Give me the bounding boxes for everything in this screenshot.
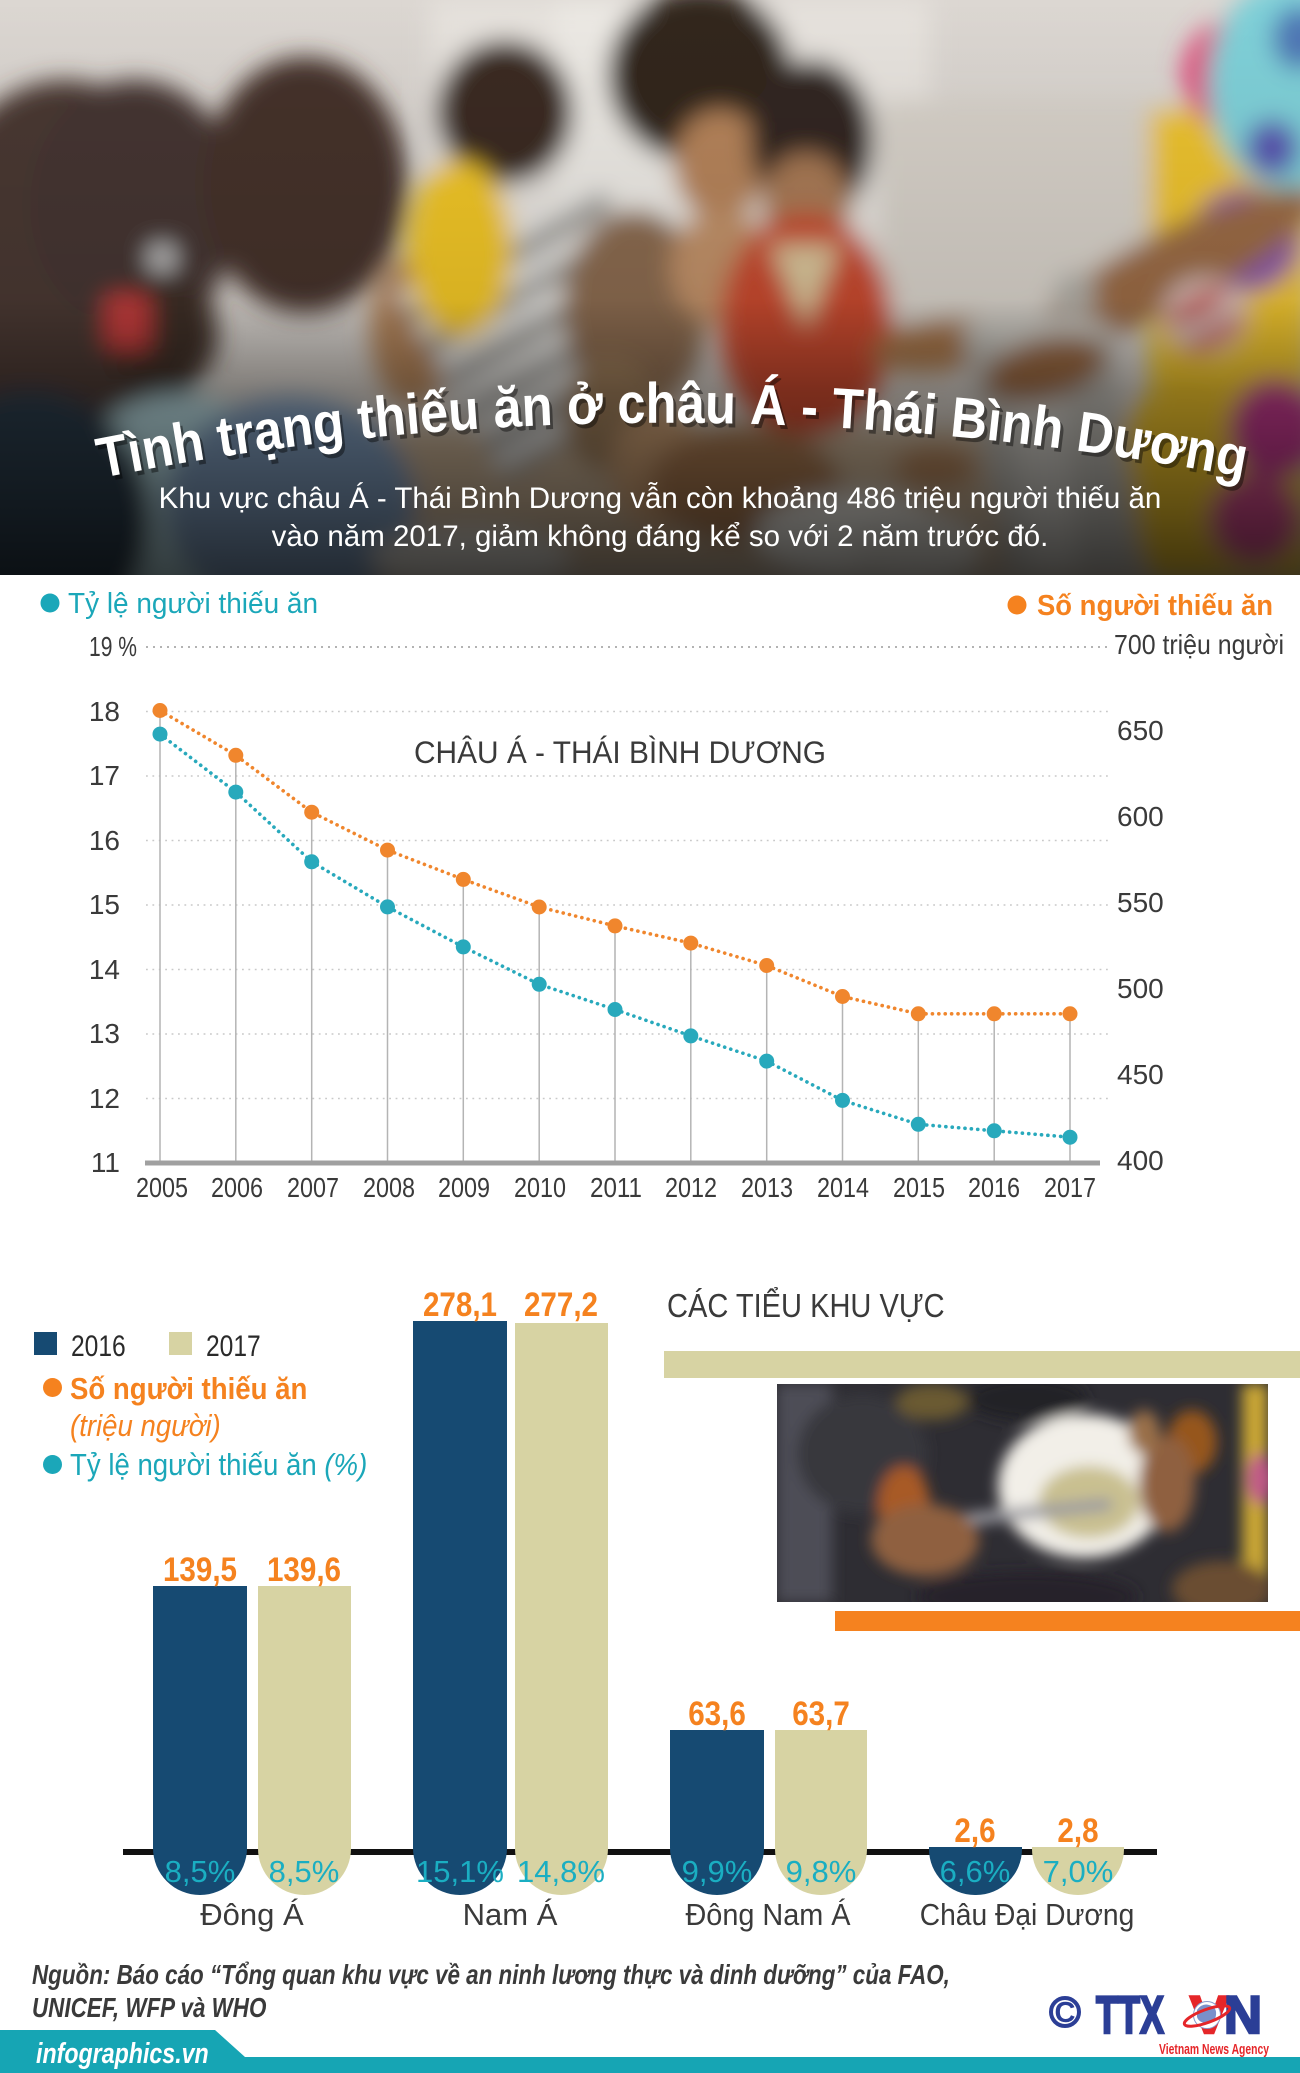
svg-text:2010: 2010	[514, 1172, 566, 1203]
svg-text:Khu vực châu Á - Thái Bình Dươ: Khu vực châu Á - Thái Bình Dương vẫn còn…	[159, 482, 1162, 515]
svg-text:Vietnam News Agency: Vietnam News Agency	[1159, 2042, 1269, 2058]
svg-text:2005: 2005	[136, 1172, 188, 1203]
svg-text:2013: 2013	[741, 1172, 793, 1203]
svg-text:N: N	[1224, 1986, 1262, 2045]
svg-text:TTX: TTX	[1096, 1986, 1164, 2045]
svg-text:17: 17	[89, 760, 120, 791]
svg-text:400: 400	[1117, 1145, 1164, 1176]
svg-text:14: 14	[89, 954, 120, 985]
svg-text:700 triệu người: 700 triệu người	[1114, 629, 1284, 660]
svg-text:650: 650	[1117, 715, 1164, 746]
svg-text:12: 12	[89, 1083, 120, 1114]
svg-text:2015: 2015	[893, 1172, 945, 1203]
svg-text:CHÂU Á - THÁI BÌNH DƯƠNG: CHÂU Á - THÁI BÌNH DƯƠNG	[414, 734, 826, 770]
svg-text:18: 18	[89, 696, 120, 727]
svg-text:11: 11	[91, 1147, 120, 1178]
svg-text:15: 15	[89, 889, 120, 920]
svg-text:2017: 2017	[1044, 1172, 1096, 1203]
svg-text:vào năm 2017, giảm không đáng: vào năm 2017, giảm không đáng kể so với …	[272, 520, 1049, 553]
svg-text:13: 13	[89, 1018, 120, 1049]
svg-text:2011: 2011	[590, 1172, 642, 1203]
svg-text:550: 550	[1117, 887, 1164, 918]
svg-text:Số người thiếu ăn: Số người thiếu ăn	[1037, 590, 1273, 622]
svg-text:Tỷ lệ người thiếu ăn: Tỷ lệ người thiếu ăn	[68, 588, 318, 620]
svg-text:2008: 2008	[363, 1172, 415, 1203]
svg-text:16: 16	[89, 825, 120, 856]
svg-text:450: 450	[1117, 1059, 1164, 1090]
svg-text:500: 500	[1117, 973, 1164, 1004]
svg-text:2007: 2007	[287, 1172, 339, 1203]
svg-text:2009: 2009	[438, 1172, 490, 1203]
svg-text:2016: 2016	[968, 1172, 1020, 1203]
svg-text:19 %: 19 %	[89, 631, 137, 662]
svg-text:2006: 2006	[211, 1172, 263, 1203]
svg-text:2012: 2012	[665, 1172, 717, 1203]
svg-text:C: C	[1055, 1997, 1076, 2029]
svg-text:600: 600	[1117, 801, 1164, 832]
svg-text:2014: 2014	[817, 1172, 869, 1203]
